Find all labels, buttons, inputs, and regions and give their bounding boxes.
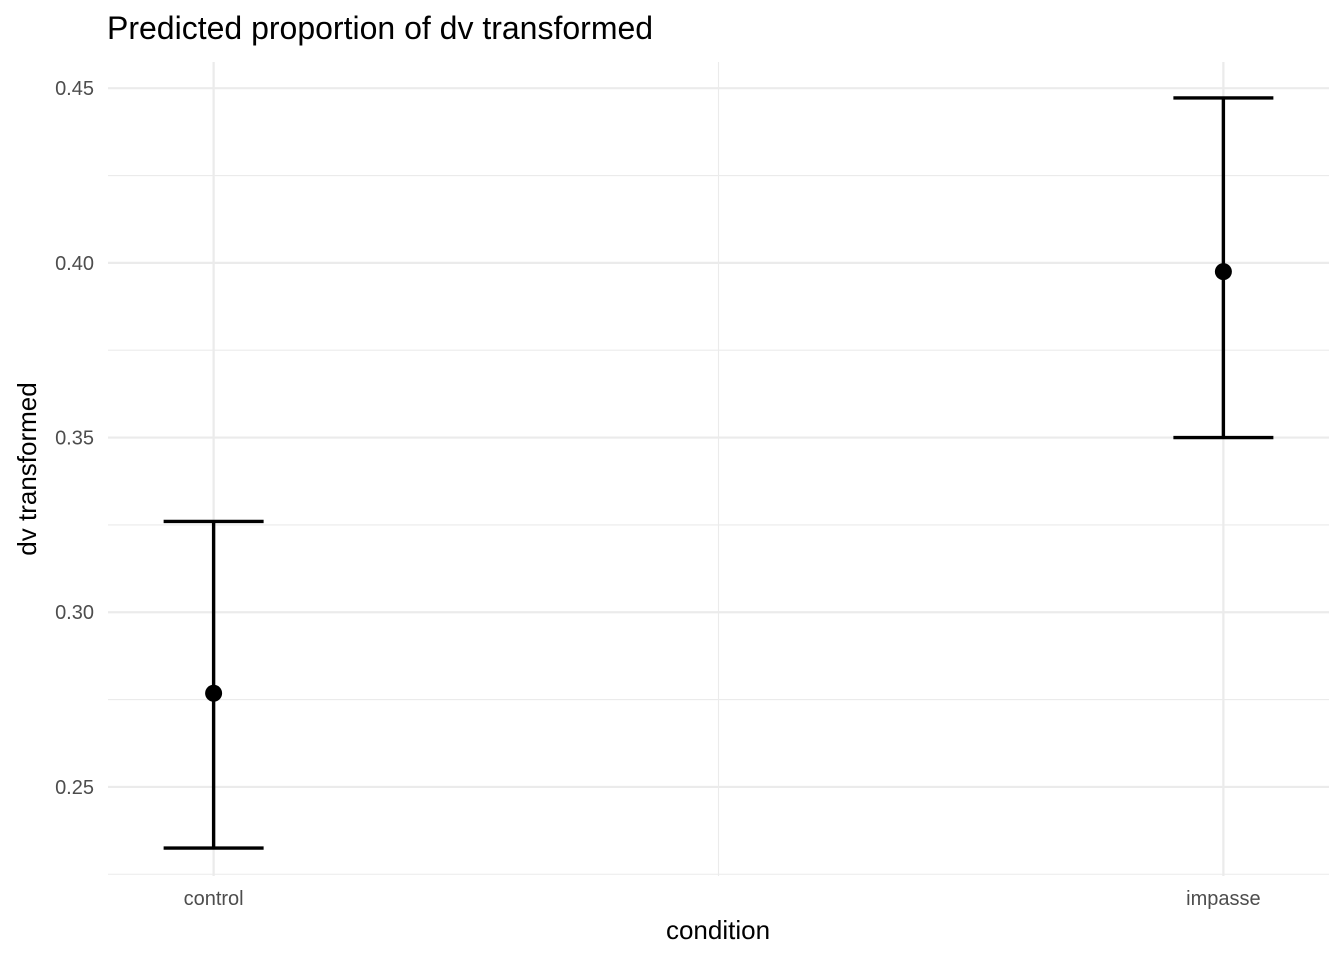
grid <box>108 62 1329 876</box>
y-tick-label: 0.45 <box>55 78 94 100</box>
y-tick-label: 0.35 <box>55 428 94 450</box>
y-tick-label: 0.40 <box>55 253 94 275</box>
x-tick-label: control <box>184 888 244 910</box>
data-point <box>1214 263 1232 281</box>
x-axis-title: condition <box>666 915 770 945</box>
marks <box>163 96 1274 850</box>
data-point <box>205 684 223 702</box>
chart-title: Predicted proportion of dv transformed <box>107 10 653 46</box>
y-axis-title: dv transformed <box>12 382 42 555</box>
x-tick-label: impasse <box>1186 888 1260 910</box>
y-tick-label: 0.25 <box>55 777 94 799</box>
y-tick-label: 0.30 <box>55 602 94 624</box>
tick-labels: 0.25 0.30 0.35 0.40 0.45 control impasse <box>55 78 1261 910</box>
